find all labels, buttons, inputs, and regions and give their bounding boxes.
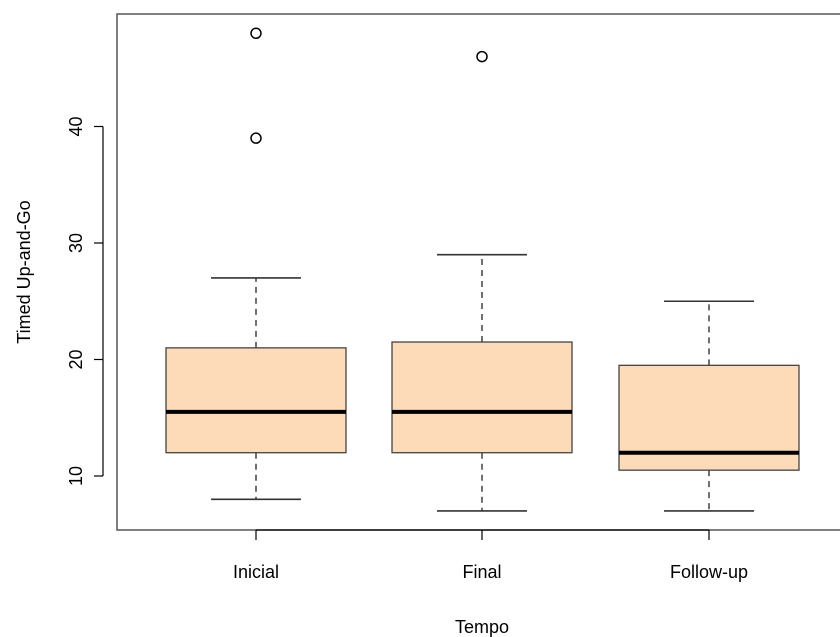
box-iqr xyxy=(165,347,347,454)
y-tick-label: 10 xyxy=(66,466,86,486)
boxes-layer xyxy=(165,27,800,512)
x-axis-title: Tempo xyxy=(455,617,509,637)
x-tick-label: Final xyxy=(462,562,501,582)
box-inicial xyxy=(165,27,347,501)
outlier-point xyxy=(250,27,262,40)
outlier-point xyxy=(250,132,262,144)
box-follow-up xyxy=(618,300,800,512)
box-final xyxy=(391,50,573,512)
x-tick-label: Follow-up xyxy=(670,562,748,582)
y-tick-label: 20 xyxy=(66,349,86,369)
y-tick-label: 40 xyxy=(66,116,86,136)
y-axis-title: Timed Up-and-Go xyxy=(14,200,34,343)
outlier-point xyxy=(476,50,488,63)
box-iqr xyxy=(391,341,573,454)
x-tick-label: Inicial xyxy=(233,562,279,582)
y-tick-label: 30 xyxy=(66,233,86,253)
y-axis: 10 20 30 40 xyxy=(66,116,104,486)
x-axis: Inicial Final Follow-up xyxy=(233,529,748,582)
